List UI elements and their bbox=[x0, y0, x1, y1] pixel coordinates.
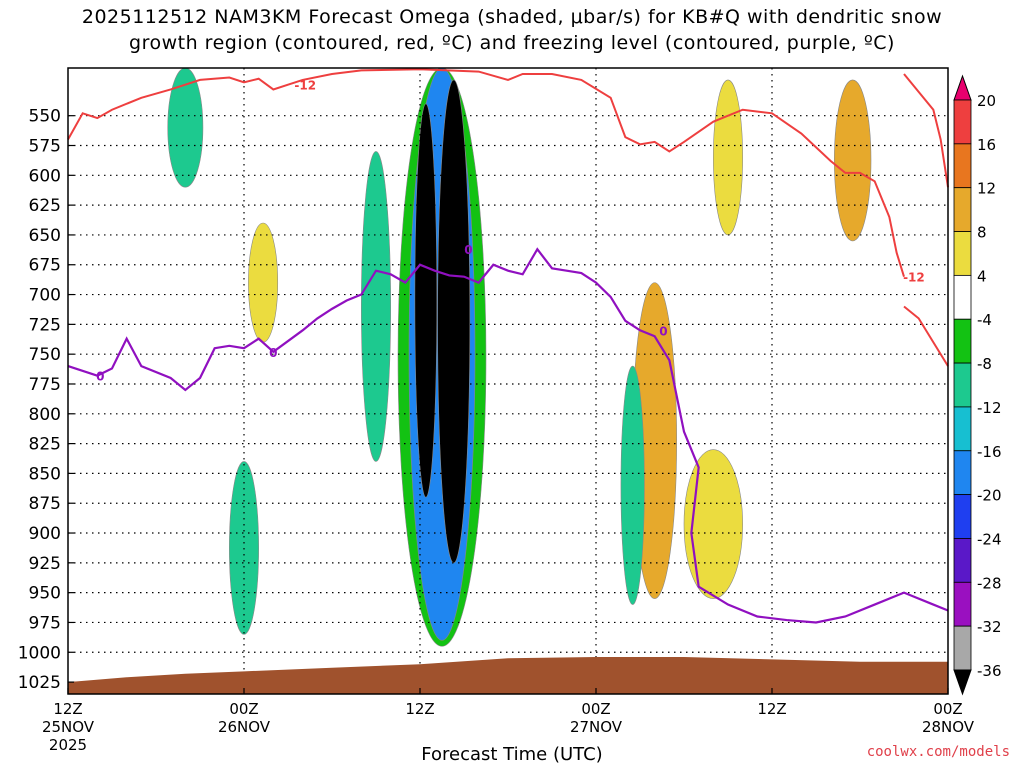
omega-region-upward-core-west bbox=[414, 103, 438, 498]
colorbar-label: 8 bbox=[977, 224, 987, 242]
x-axis-label: Forecast Time (UTC) bbox=[421, 744, 603, 765]
colorbar-segment bbox=[953, 318, 972, 364]
y-tick-label: 575 bbox=[29, 137, 61, 157]
y-tick-label: 950 bbox=[29, 584, 61, 604]
colorbar-label: -28 bbox=[977, 574, 1002, 592]
omega-region-right-band-lower bbox=[620, 365, 645, 605]
y-tick-label: 800 bbox=[29, 405, 61, 425]
x-tick-label: 12Z bbox=[757, 700, 786, 718]
colorbar-segment bbox=[953, 406, 972, 452]
colorbar-segment bbox=[953, 143, 972, 189]
omega-region-down-upper-mid bbox=[713, 79, 743, 236]
colorbar-segment bbox=[953, 625, 972, 671]
chart-title-line-1: 2025112512 NAM3KM Forecast Omega (shaded… bbox=[81, 6, 943, 28]
y-tick-label: 600 bbox=[29, 166, 61, 186]
omega-region-down-upper-right bbox=[834, 79, 872, 242]
dgz-isotherm-label: -12 bbox=[903, 271, 925, 285]
chart-title-line-2: growth region (contoured, red, ºC) and f… bbox=[129, 32, 895, 54]
x-tick-label: 27NOV bbox=[570, 718, 623, 736]
y-tick-label: 1025 bbox=[18, 673, 61, 693]
freezing-level-label: 0 bbox=[96, 370, 104, 384]
colorbar-label: 20 bbox=[977, 92, 996, 110]
colorbar-bottom-triangle bbox=[953, 669, 972, 696]
colorbar-segment bbox=[953, 99, 972, 145]
colorbar-segment bbox=[953, 538, 972, 583]
x-tick-label: 00Z bbox=[229, 700, 258, 718]
colorbar-label: -12 bbox=[977, 399, 1002, 417]
x-tick-label: 28NOV bbox=[922, 718, 975, 736]
credit-text: coolwx.com/models bbox=[866, 744, 1010, 760]
dgz-isotherm-line bbox=[903, 305, 949, 367]
freezing-level-label: 0 bbox=[464, 243, 472, 257]
freezing-level-label: 0 bbox=[659, 324, 667, 338]
y-tick-label: 850 bbox=[29, 464, 61, 484]
colorbar-segment bbox=[953, 494, 972, 539]
colorbar-label: -32 bbox=[977, 618, 1002, 636]
y-tick-label: 900 bbox=[29, 524, 61, 544]
y-tick-label: 650 bbox=[29, 226, 61, 246]
y-tick-label: 725 bbox=[29, 315, 61, 335]
x-tick-label: 2025 bbox=[49, 736, 87, 754]
y-tick-label: 875 bbox=[29, 494, 61, 514]
colorbar-segment bbox=[953, 362, 972, 408]
y-tick-label: 700 bbox=[29, 286, 61, 306]
colorbar-segment bbox=[953, 274, 972, 320]
freezing-level-label: 0 bbox=[269, 346, 277, 360]
omega-region-upward-core bbox=[437, 79, 471, 564]
y-tick-label: 1000 bbox=[18, 643, 61, 663]
colorbar-label: -4 bbox=[977, 311, 992, 329]
x-tick-label: 12Z bbox=[405, 700, 434, 718]
x-tick-label: 25NOV bbox=[42, 718, 95, 736]
omega-region-mid-band bbox=[361, 151, 391, 462]
dgz-isotherm-line bbox=[903, 73, 949, 188]
colorbar-segment bbox=[953, 231, 972, 276]
omega-region-upper-band-left bbox=[167, 68, 204, 188]
colorbar-segment bbox=[953, 187, 972, 232]
colorbar-segment bbox=[953, 450, 972, 496]
colorbar-label: -24 bbox=[977, 530, 1002, 548]
x-tick-label: 00Z bbox=[933, 700, 962, 718]
omega-region-down-lower-right bbox=[683, 449, 743, 599]
y-tick-label: 975 bbox=[29, 613, 61, 633]
x-tick-label: 00Z bbox=[581, 700, 610, 718]
y-tick-label: 825 bbox=[29, 435, 61, 455]
y-tick-label: 925 bbox=[29, 554, 61, 574]
colorbar-label: -16 bbox=[977, 443, 1002, 461]
y-tick-label: 750 bbox=[29, 345, 61, 365]
colorbar-label: -8 bbox=[977, 355, 992, 373]
colorbar-label: 4 bbox=[977, 267, 987, 285]
colorbar-segment bbox=[953, 581, 972, 627]
colorbar-top-triangle bbox=[953, 74, 972, 101]
colorbar-label: -20 bbox=[977, 487, 1002, 505]
dgz-isotherm-label: -12 bbox=[294, 79, 316, 93]
y-tick-label: 625 bbox=[29, 196, 61, 216]
colorbar-label: -36 bbox=[977, 662, 1002, 680]
x-tick-label: 26NOV bbox=[218, 718, 271, 736]
plot-frame bbox=[67, 67, 949, 695]
y-tick-label: 775 bbox=[29, 375, 61, 395]
colorbar-label: 12 bbox=[977, 180, 996, 198]
omega-region-lower-band-left bbox=[229, 461, 259, 635]
y-tick-label: 675 bbox=[29, 256, 61, 276]
freezing-level-line bbox=[67, 247, 949, 624]
dgz-isotherm-line bbox=[67, 68, 905, 277]
x-tick-label: 12Z bbox=[53, 700, 82, 718]
y-tick-label: 550 bbox=[29, 107, 61, 127]
terrain-fill bbox=[68, 657, 948, 694]
colorbar-label: 16 bbox=[977, 136, 996, 154]
